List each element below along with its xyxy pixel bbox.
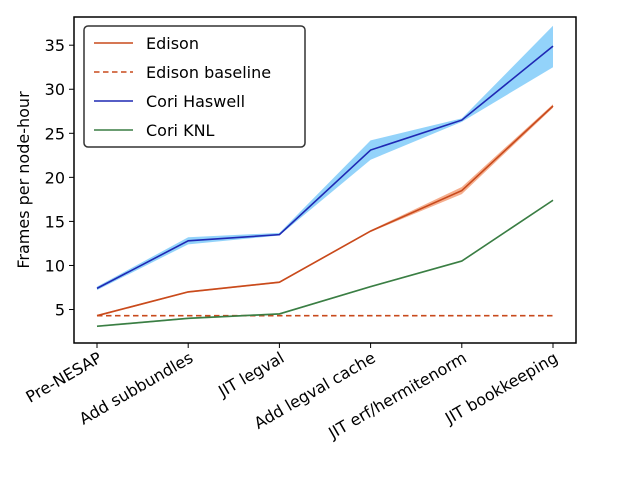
y-tick-label: 30 (45, 80, 65, 99)
y-tick-label: 5 (55, 301, 65, 320)
legend-label-cori-haswell: Cori Haswell (146, 92, 245, 111)
legend: Edison Edison baseline Cori Haswell Cori KN… (83, 25, 306, 148)
cori-knl-band (97, 199, 553, 328)
y-axis-label: Frames per node-hour (14, 91, 33, 269)
cori-knl-line (96, 199, 554, 328)
cori-haswell-line (96, 45, 554, 290)
x-tick-label: Pre-NESAP (22, 348, 105, 407)
edison-line (96, 105, 554, 317)
y-tick-label: 35 (45, 36, 65, 55)
y-tick-label: 15 (45, 212, 65, 231)
legend-label-edison: Edison (146, 34, 199, 53)
x-tick-label: JIT legval (214, 348, 287, 401)
plot-frame (73, 16, 577, 344)
series-lines (96, 45, 554, 328)
legend-frame (83, 25, 306, 148)
y-tick-label: 25 (45, 124, 65, 143)
y-axis: 5 10 15 20 25 30 35 (45, 36, 74, 320)
legend-label-cori-knl: Cori KNL (146, 121, 215, 140)
legend-label-edison-baseline: Edison baseline (146, 63, 271, 82)
y-tick-label: 20 (45, 168, 65, 187)
y-tick-label: 10 (45, 256, 65, 275)
